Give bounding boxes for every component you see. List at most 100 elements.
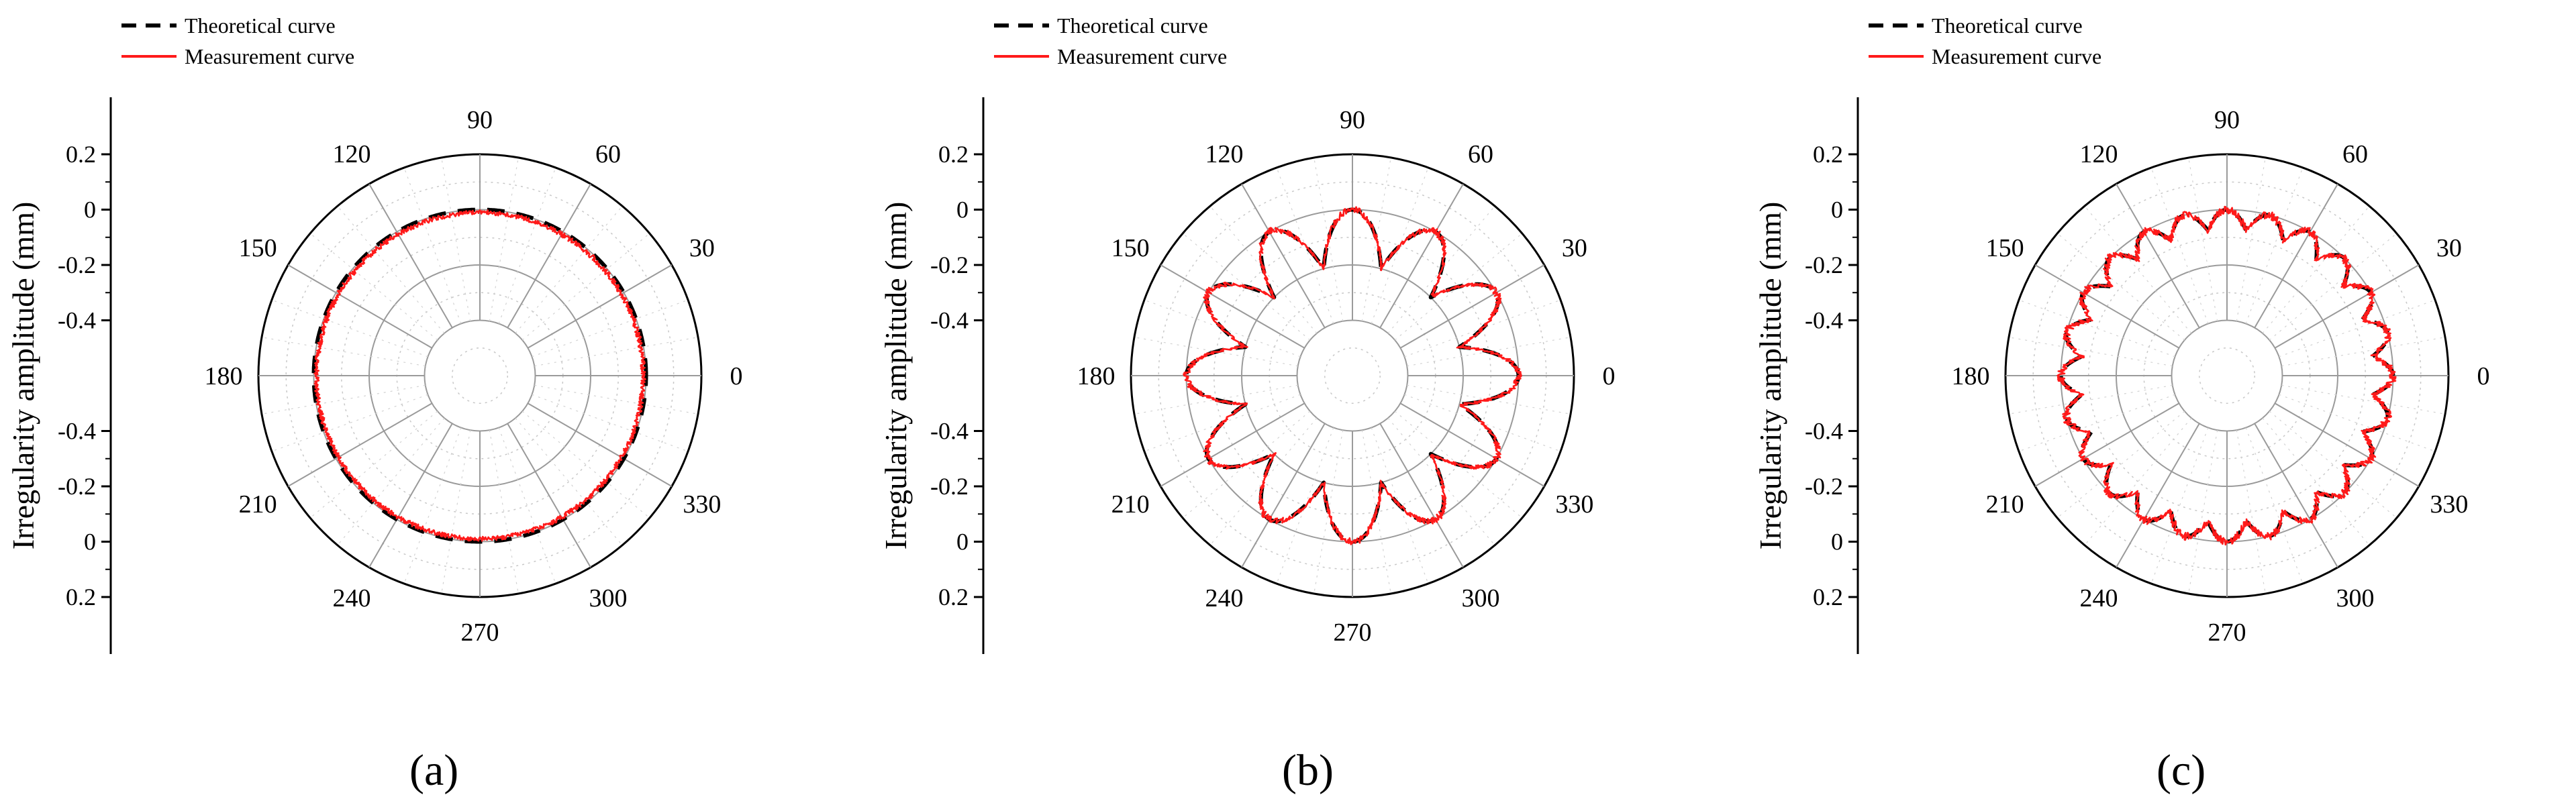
radial-tick-label: -0.4 xyxy=(930,307,969,334)
minor-spoke xyxy=(532,394,689,452)
angle-label: 180 xyxy=(1077,362,1116,390)
angle-label: 270 xyxy=(1334,618,1372,647)
angle-label: 30 xyxy=(689,234,715,262)
minor-spoke xyxy=(489,157,519,321)
angle-label: 60 xyxy=(1468,140,1493,168)
minor-spoke xyxy=(1361,430,1391,594)
angle-label: 240 xyxy=(2080,584,2118,612)
radial-tick-label: 0 xyxy=(956,529,969,555)
measurement-curve xyxy=(1183,206,1523,545)
angle-label: 210 xyxy=(239,490,277,519)
legend-label: Measurement curve xyxy=(185,44,354,68)
radial-tick-label: -0.2 xyxy=(1805,252,1843,278)
radial-spoke xyxy=(2274,264,2420,349)
minor-spoke xyxy=(337,205,445,334)
radial-tick-label: 0 xyxy=(1831,529,1843,555)
radial-spoke xyxy=(1160,402,1305,487)
radial-tick-label: 0 xyxy=(84,197,96,223)
angle-label: 60 xyxy=(2342,140,2368,168)
radial-spoke xyxy=(2034,402,2180,487)
angle-label: 150 xyxy=(1111,234,1150,262)
minor-spoke xyxy=(2269,233,2397,341)
minor-spoke xyxy=(309,411,438,519)
minor-spoke xyxy=(1407,337,1571,367)
grid-circle xyxy=(2171,319,2283,432)
minor-spoke xyxy=(2018,299,2175,358)
angle-label: 330 xyxy=(683,490,721,519)
minor-spoke xyxy=(1371,167,1429,324)
angle-label: 120 xyxy=(1205,140,1244,168)
minor-spoke xyxy=(1394,233,1523,341)
minor-spoke xyxy=(2281,337,2446,367)
panel-label: (a) xyxy=(409,746,458,795)
radial-tick-label: 0.2 xyxy=(1813,141,1843,168)
radial-tick-label: -0.4 xyxy=(1805,418,1843,445)
angle-label: 300 xyxy=(589,584,628,612)
radial-tick-label: 0.2 xyxy=(66,141,96,168)
panel-label: (c) xyxy=(2157,746,2206,795)
minor-spoke xyxy=(1209,417,1318,546)
angle-label: 270 xyxy=(2208,618,2246,647)
legend-label: Theoretical curve xyxy=(1057,13,1208,38)
radial-spoke xyxy=(2116,183,2200,329)
radial-tick-label: 0 xyxy=(956,197,969,223)
polar-panel-3: 0 30 60 90 120 150 180 210 240 270 300 330 0.2 0.2 0 0 -… xyxy=(1753,13,2490,795)
angle-label: 180 xyxy=(205,362,243,390)
radial-tick-label: -0.4 xyxy=(58,418,96,445)
minor-spoke xyxy=(2236,157,2266,321)
radial-spoke xyxy=(2116,423,2200,568)
angle-label: 60 xyxy=(595,140,621,168)
minor-spoke xyxy=(2245,167,2303,324)
minor-spoke xyxy=(1144,299,1301,358)
radial-spoke xyxy=(368,183,453,329)
minor-spoke xyxy=(498,167,556,324)
radial-spoke xyxy=(507,183,591,329)
minor-spoke xyxy=(1209,205,1318,334)
angle-label: 330 xyxy=(1555,490,1593,519)
minor-spoke xyxy=(515,205,623,334)
minor-spoke xyxy=(522,233,650,341)
radial-spoke xyxy=(1379,423,1464,568)
minor-spoke xyxy=(2057,233,2185,341)
radial-spoke xyxy=(1241,183,1326,329)
angle-label: 210 xyxy=(1986,490,2024,519)
angle-label: 240 xyxy=(1205,584,1244,612)
angle-label: 0 xyxy=(730,362,743,390)
minor-spoke xyxy=(2188,157,2218,321)
minor-spoke xyxy=(271,299,428,358)
minor-spoke xyxy=(1371,427,1429,584)
minor-spoke xyxy=(403,427,462,584)
minor-spoke xyxy=(532,299,689,358)
minor-spoke xyxy=(337,417,445,546)
angle-label: 90 xyxy=(2214,106,2240,134)
minor-spoke xyxy=(261,384,426,415)
minor-spoke xyxy=(403,167,462,324)
radial-spoke xyxy=(2254,423,2338,568)
radial-spoke xyxy=(287,402,433,487)
polar-panel-1: 0 30 60 90 120 150 180 210 240 270 300 330 0.2 0.2 0 0 -… xyxy=(6,13,743,795)
radial-tick-label: -0.4 xyxy=(930,418,969,445)
minor-spoke xyxy=(1394,411,1523,519)
radial-tick-label: -0.2 xyxy=(58,252,96,278)
minor-spoke xyxy=(2018,394,2175,452)
radial-spoke xyxy=(2034,264,2180,349)
minor-spoke xyxy=(1134,337,1298,367)
measurement-curve xyxy=(2057,205,2397,546)
radial-tick-label: -0.2 xyxy=(58,473,96,500)
radial-spoke xyxy=(287,264,433,349)
minor-spoke xyxy=(1276,167,1334,324)
panel-label: (b) xyxy=(1282,746,1334,795)
radial-spoke xyxy=(527,264,673,349)
minor-spoke xyxy=(2279,394,2436,452)
angle-label: 180 xyxy=(1952,362,1990,390)
radial-tick-label: -0.2 xyxy=(930,473,969,500)
radial-spoke xyxy=(1379,183,1464,329)
y-axis-label: Irregularity amplitude (mm) xyxy=(1753,202,1787,550)
legend-label: Theoretical curve xyxy=(185,13,336,38)
legend-label: Measurement curve xyxy=(1057,44,1227,68)
radial-spoke xyxy=(1160,264,1305,349)
minor-spoke xyxy=(515,417,623,546)
minor-spoke xyxy=(309,233,438,341)
minor-spoke xyxy=(1387,417,1495,546)
radial-spoke xyxy=(1399,264,1545,349)
